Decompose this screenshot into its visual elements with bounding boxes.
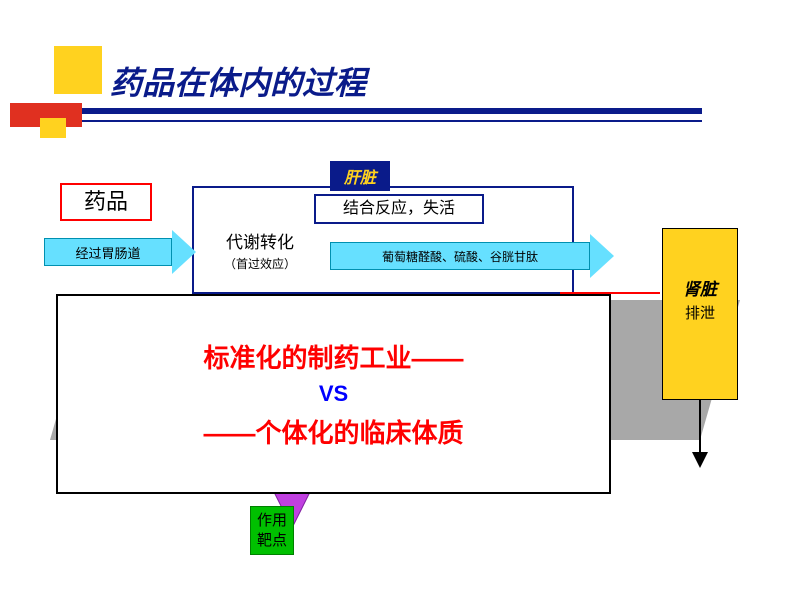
drug-box: 药品 [60, 183, 152, 221]
kidney-title: 肾脏 [663, 275, 737, 300]
deco-square-yellow-1 [54, 46, 102, 94]
deco-line-thin [82, 120, 702, 122]
gi-arrow-label: 经过胃肠道 [44, 238, 172, 266]
deco-square-yellow-2 [40, 118, 66, 138]
metabolism-text: 代谢转化 （首过效应） [210, 228, 310, 272]
kidney-box: 肾脏 排泄 [662, 228, 738, 400]
arrow-head-icon [590, 234, 614, 278]
conjugates-arrow: 葡萄糖醛酸、硫酸、谷胱甘肽 [330, 234, 614, 278]
kidney-subtitle: 排泄 [663, 302, 737, 323]
target-line1: 作用 [257, 511, 287, 531]
kidney-arrow-down-icon [690, 400, 710, 470]
target-line2: 靶点 [257, 531, 287, 551]
overlay-line2: VS [319, 381, 348, 407]
gi-arrow: 经过胃肠道 [44, 230, 196, 274]
overlay-callout: 标准化的制药工业—— VS ——个体化的临床体质 [56, 294, 611, 494]
conjugation-box: 结合反应，失活 [314, 194, 484, 224]
arrow-head-icon [172, 230, 196, 274]
target-box: 作用 靶点 [250, 506, 294, 555]
overlay-line3: ——个体化的临床体质 [203, 413, 463, 450]
metabolism-line1: 代谢转化 [210, 228, 310, 253]
slide-title: 药品在体内的过程 [110, 58, 366, 104]
metabolism-line2: （首过效应） [210, 255, 310, 272]
overlay-line1: 标准化的制药工业—— [203, 338, 463, 375]
conjugates-arrow-label: 葡萄糖醛酸、硫酸、谷胱甘肽 [330, 242, 590, 270]
deco-line-thick [82, 108, 702, 114]
